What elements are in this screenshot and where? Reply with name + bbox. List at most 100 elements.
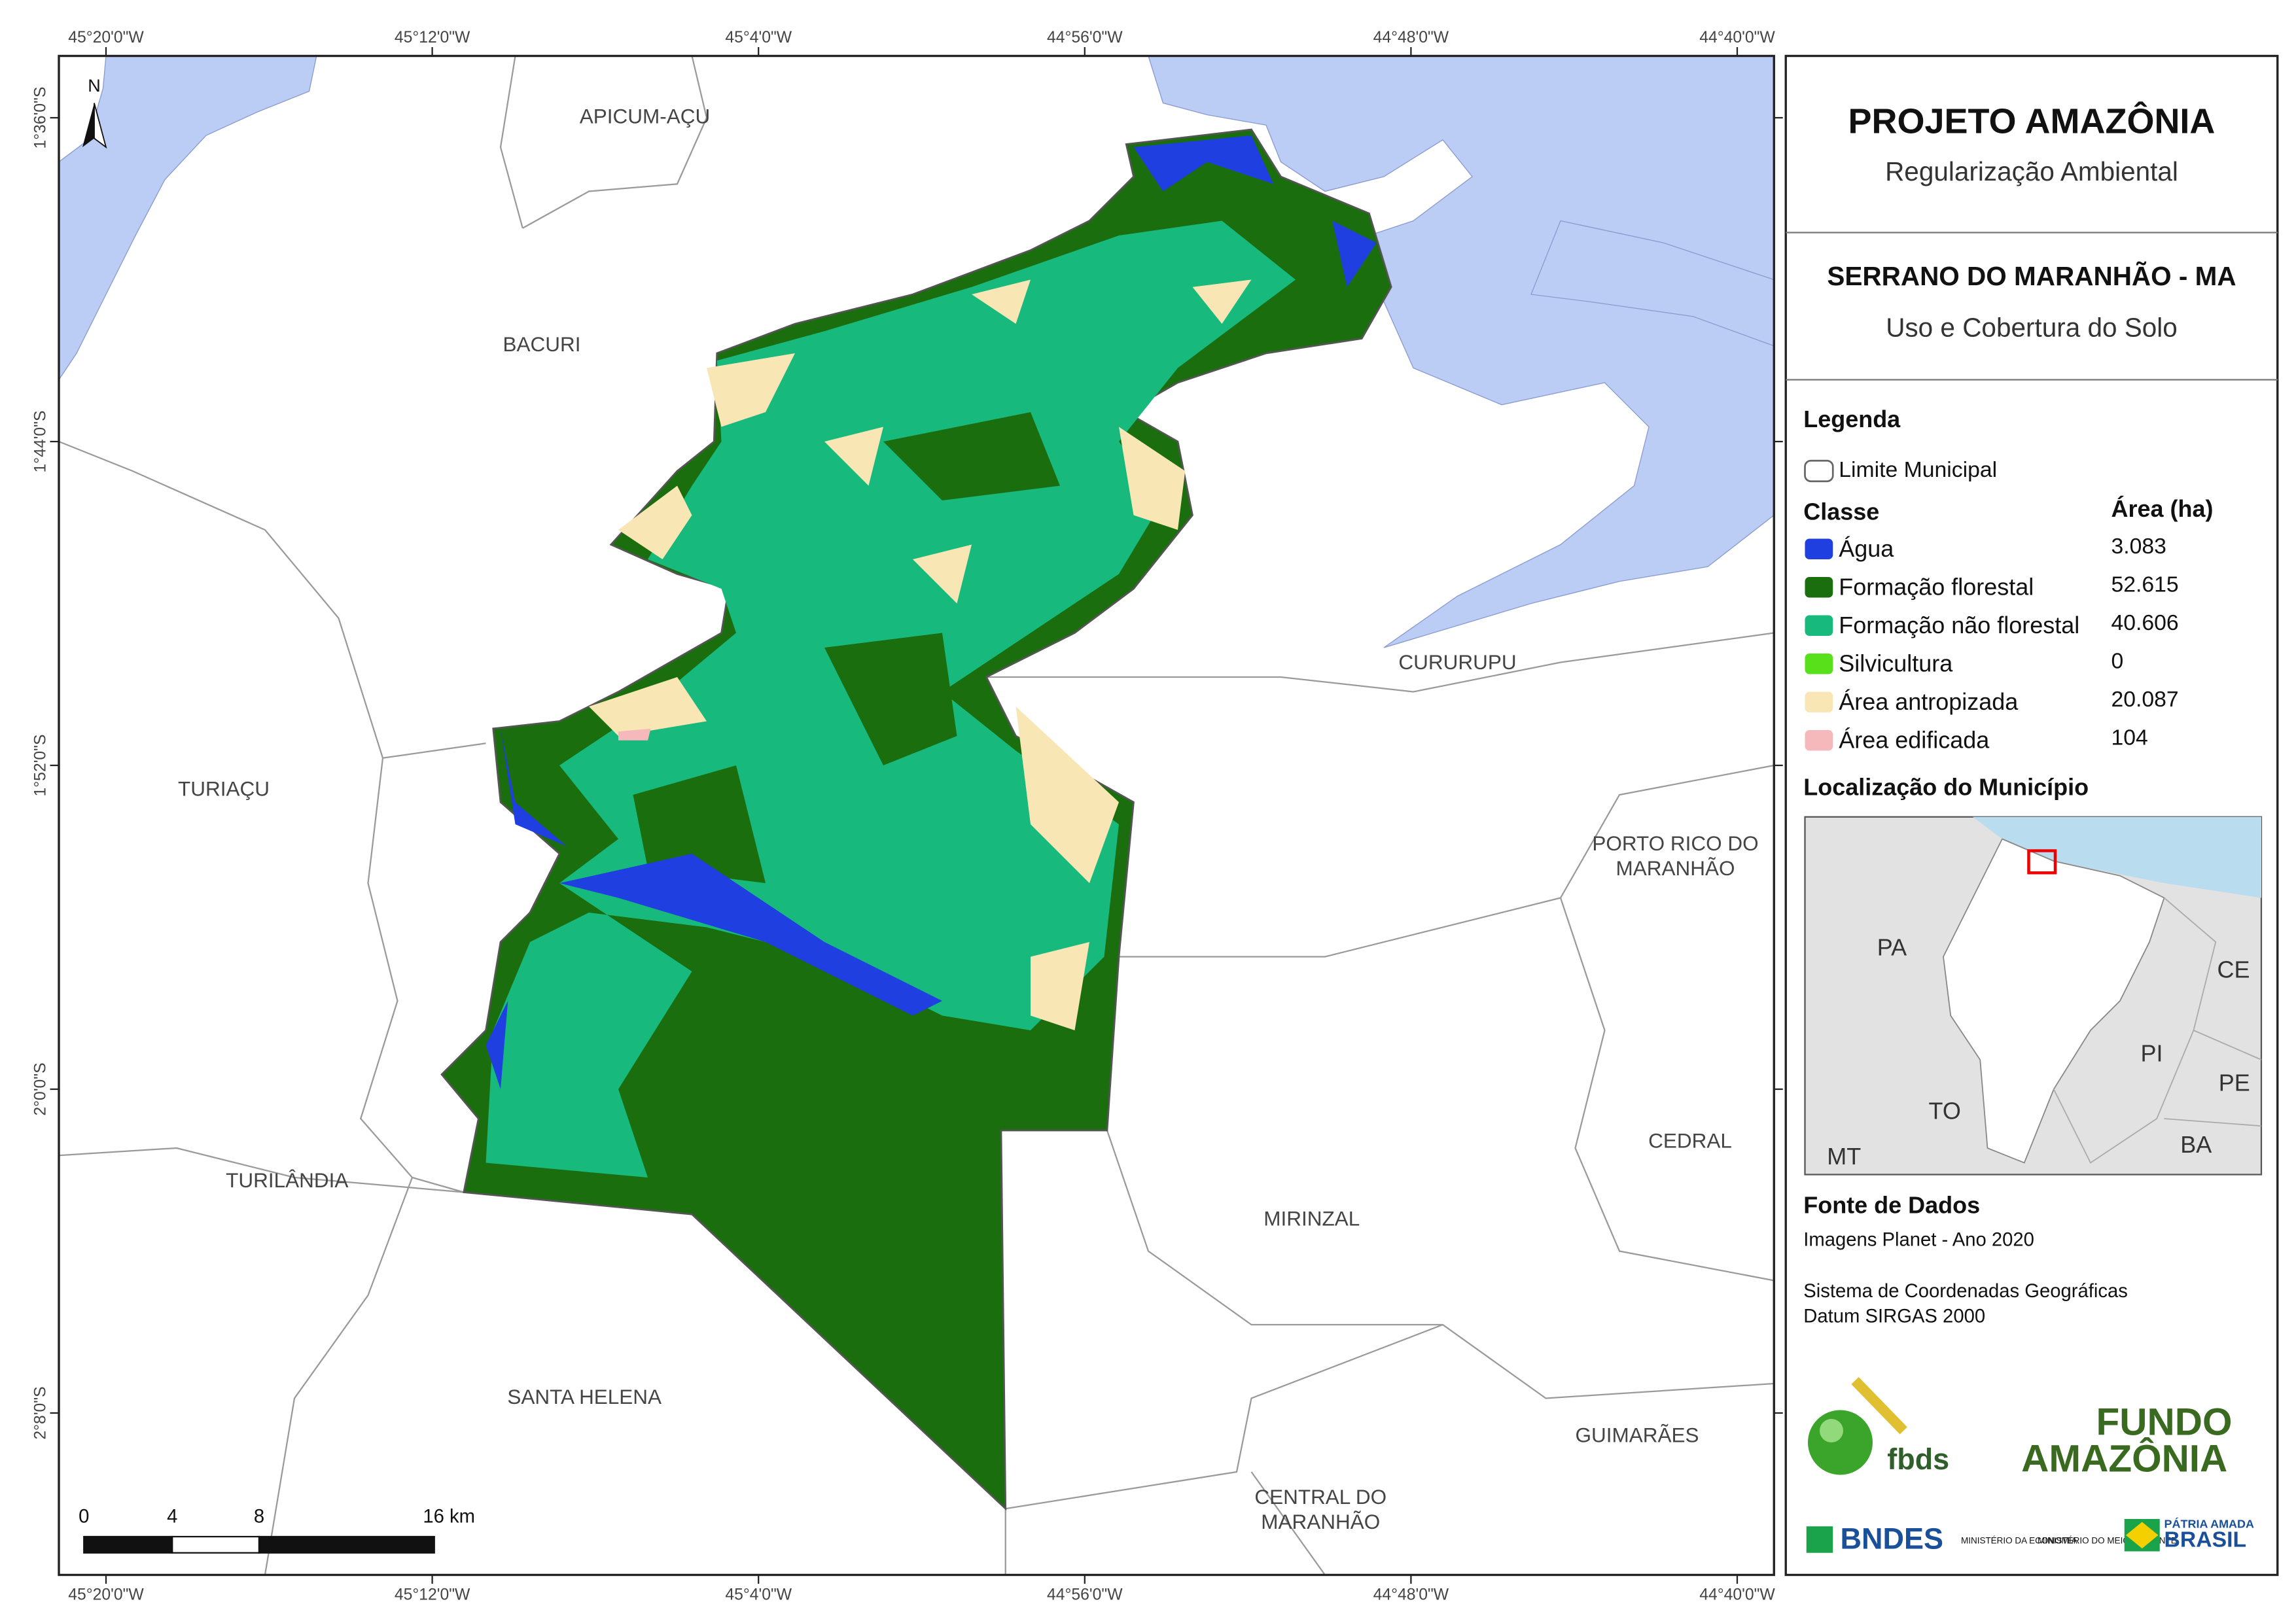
scale-label: 8 [254, 1506, 264, 1527]
place-label: SANTA HELENA [507, 1385, 662, 1408]
map-frame [58, 54, 1775, 1577]
legend-class-name: Água [1839, 535, 1894, 562]
lat-label: 2°8'0"S [32, 1386, 50, 1439]
place-label: PORTO RICO DO [1592, 831, 1758, 855]
lat-label: 2°0'0"S [32, 1062, 50, 1115]
legend-class-name: Formação não florestal [1839, 612, 2079, 638]
lat-label: 1°52'0"S [32, 735, 50, 797]
lon-label: 44°40'0"W [1699, 1586, 1775, 1604]
legend-swatch [1805, 615, 1833, 636]
legend-class-name: Silvicultura [1839, 650, 1953, 676]
location-inset: PA CE PI TO PE MT BA [1804, 816, 2263, 1176]
legend-classes: Água 3.083 Formação florestal 52.615 Formaçã… [1805, 534, 2179, 753]
legend-class-name: Área antropizada [1839, 688, 2019, 715]
logo-text: AMAZÔNIA [2021, 1437, 2227, 1480]
map-area: APICUM-AÇU BACURI CURURUPU TURIAÇU PORTO… [32, 29, 1783, 1604]
municipality [440, 128, 1392, 1511]
lon-label: 44°40'0"W [1699, 29, 1775, 46]
state-label: PE [2219, 1070, 2250, 1096]
boundary-swatch [1804, 459, 1834, 483]
legend-swatch [1805, 576, 1833, 598]
lat-label: 1°44'0"S [32, 411, 50, 473]
water [1530, 220, 1775, 347]
legend-swatch [1805, 653, 1833, 674]
municipality-name: SERRANO DO MARANHÃO - MA [1827, 261, 2236, 291]
municipal-boundaries [58, 56, 1775, 1576]
state-label: CE [2217, 956, 2250, 983]
lon-label: 44°48'0"W [1373, 29, 1449, 46]
logo-text: BNDES [1840, 1522, 1943, 1556]
source-line: Imagens Planet - Ano 2020 [1803, 1229, 2034, 1250]
water [1148, 55, 1775, 648]
logo-text: PÁTRIA AMADA [2164, 1517, 2254, 1531]
place-label: TURILÂNDIA [226, 1168, 348, 1192]
lon-label: 45°12'0"W [395, 29, 470, 46]
lon-label: 44°48'0"W [1373, 1586, 1449, 1604]
legend-swatch [1805, 538, 1833, 559]
title: PROJETO AMAZÔNIA [1848, 101, 2216, 141]
north-label: N [88, 76, 101, 96]
side-panel: PROJETO AMAZÔNIA Regularização Ambiental… [1784, 54, 2279, 1577]
lon-label: 45°4'0"W [725, 29, 792, 46]
logo-text: fbds [1887, 1442, 1949, 1476]
scale-label: 4 [167, 1506, 177, 1527]
lon-label: 45°4'0"W [725, 1586, 792, 1604]
legend-class-area: 0 [2111, 648, 2123, 673]
scale-label: 0 [79, 1506, 89, 1527]
place-label: BACURI [503, 332, 581, 356]
legend-swatch [1805, 729, 1833, 751]
land-cover [633, 411, 1060, 883]
legend-class-area: 104 [2111, 725, 2147, 750]
legend-header: Classe [1803, 498, 1879, 525]
lon-label: 44°56'0"W [1047, 1586, 1123, 1604]
places: APICUM-AÇU BACURI CURURUPU TURIAÇU PORTO… [178, 104, 1759, 1533]
legend-header: Área (ha) [2111, 495, 2213, 522]
land-cover [618, 728, 651, 741]
place-label: TURIAÇU [178, 777, 270, 801]
place-label: MARANHÃO [1261, 1510, 1380, 1533]
source-line: Sistema de Coordenadas Geográficas [1803, 1281, 2128, 1302]
legend-swatch [1805, 691, 1833, 712]
logo-text: FUNDO [2096, 1401, 2233, 1443]
legend-class-area: 40.606 [2111, 610, 2178, 635]
location-title: Localização do Município [1803, 773, 2089, 800]
scale-label: 16 km [423, 1506, 475, 1527]
place-label: CURURUPU [1398, 650, 1516, 674]
lon-label: 45°20'0"W [68, 1586, 144, 1604]
legend-class-area: 20.087 [2111, 687, 2178, 712]
state-label: PA [1877, 934, 1907, 961]
place-label: CENTRAL DO [1254, 1485, 1386, 1509]
theme: Uso e Cobertura do Solo [1886, 313, 2178, 343]
state-label: MT [1827, 1143, 1861, 1170]
lat-label: 1°36'0"S [32, 87, 50, 149]
state-label: BA [2180, 1131, 2212, 1158]
place-label: MIRINZAL [1263, 1207, 1360, 1230]
place-label: APICUM-AÇU [580, 104, 710, 128]
lon-label: 44°56'0"W [1047, 29, 1123, 46]
subtitle: Regularização Ambiental [1885, 156, 2178, 186]
lon-label: 45°20'0"W [68, 29, 144, 46]
source-line: Datum SIRGAS 2000 [1803, 1306, 1985, 1327]
place-label: CEDRAL [1648, 1128, 1732, 1152]
state-label: TO [1928, 1097, 1960, 1124]
scale-bar: 0 4 8 16 km [79, 1506, 475, 1554]
place-label: MARANHÃO [1616, 856, 1735, 880]
logo-text: MINISTÉRIO DA ECONOMIA [1961, 1535, 2077, 1545]
lon-label: 45°12'0"W [395, 1586, 470, 1604]
legend-class-area: 52.615 [2111, 572, 2178, 597]
logo-text: BRASIL [2164, 1527, 2246, 1552]
legend-title: Legenda [1803, 406, 1901, 432]
land-cover [588, 279, 1252, 1030]
legend-class-name: Área edificada [1839, 726, 1990, 753]
place-label: GUIMARÃES [1576, 1423, 1699, 1446]
north-arrow: N [82, 76, 107, 149]
state-label: PI [2140, 1040, 2163, 1067]
legend-class-name: Formação florestal [1839, 573, 2034, 600]
graticule-labels: 45°20'0"W 45°20'0"W 45°12'0"W 45°12'0"W 45°4… [32, 29, 1783, 1604]
logos: fbds FUNDO AMAZÔNIA BNDES MINISTÉRIO DA … [1806, 1377, 2254, 1556]
legend-class-area: 3.083 [2111, 534, 2166, 559]
legend-item: Limite Municipal [1839, 457, 1997, 482]
sources-title: Fonte de Dados [1803, 1191, 1980, 1218]
